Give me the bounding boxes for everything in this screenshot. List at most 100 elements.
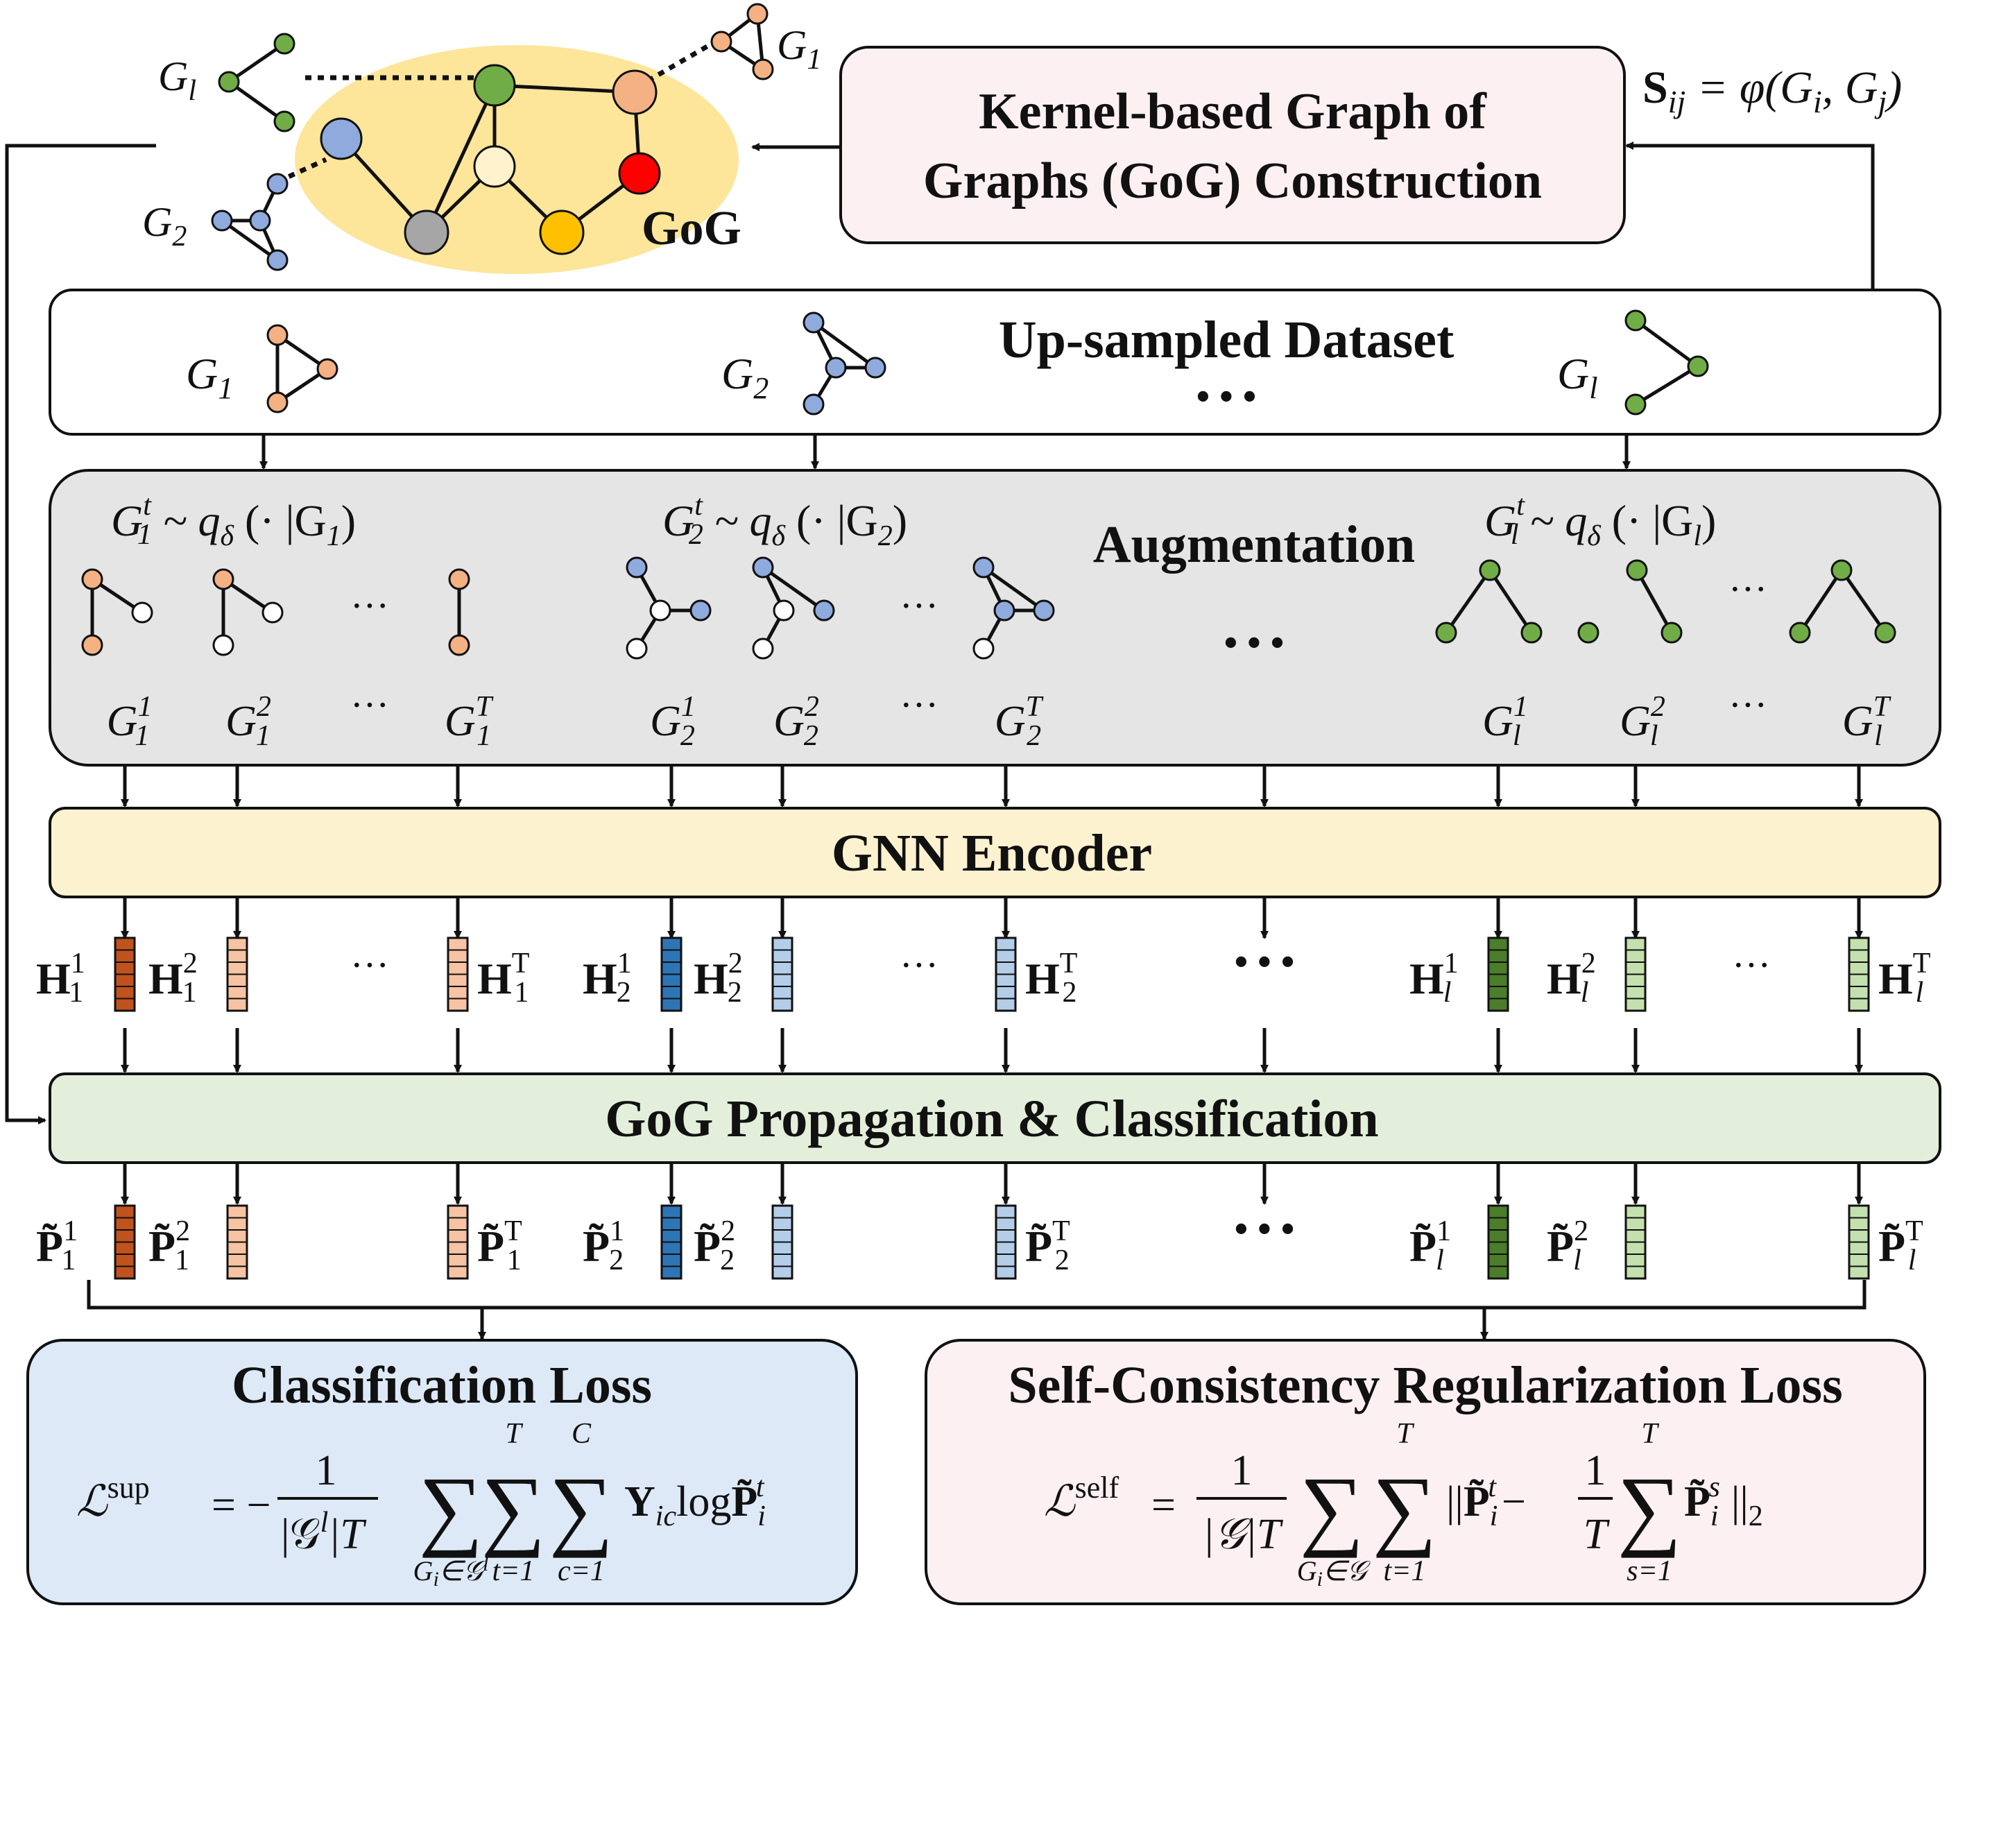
embedding-label-5: H2 2: [694, 948, 743, 1009]
aug-graph-1: [81, 568, 153, 656]
embedding-label-7: H1 l: [1409, 948, 1459, 1009]
dataset-box: Up-sampled Dataset • • • G1 G2 Gl: [49, 289, 1941, 436]
prediction-vector-5: [771, 1204, 793, 1280]
embeddings-dots-g2: ···: [900, 944, 938, 987]
dataset-graph-g2: [803, 311, 886, 416]
prediction-vector-3: [447, 1204, 469, 1280]
aug-formula-2: Gt 2 ~ qδ (· |G2): [662, 490, 907, 552]
gog-input-graph-g2: G2: [142, 173, 289, 271]
embedding-label-2: H2 1: [148, 948, 198, 1009]
svg-text:= −: = −: [212, 1482, 271, 1529]
svg-text:|𝒢|T: |𝒢|T: [1203, 1511, 1284, 1558]
embedding-4: H1 2: [583, 936, 683, 1012]
prediction-vector-2: [226, 1204, 248, 1280]
prediction-label-1: P̃1 1: [36, 1215, 77, 1276]
aug-dots-g2-top: ···: [900, 585, 938, 628]
prediction-label-9: P̃T l: [1878, 1215, 1923, 1276]
embedding-2: H2 1: [148, 936, 248, 1012]
dataset-ellipsis: • • •: [1196, 375, 1257, 418]
dataset-graph-label-g2: G2: [721, 349, 769, 405]
gog-node-blue: [320, 117, 363, 160]
prediction-vector-1: [114, 1204, 136, 1280]
dataset-graph-g1: [266, 324, 338, 413]
prediction-7: P̃1 l: [1409, 1204, 1509, 1280]
prediction-vector-4: [660, 1204, 683, 1280]
embeddings-dots-g1: ···: [350, 944, 389, 987]
embedding-vector-1: [114, 936, 136, 1012]
svg-text:T: T: [505, 1418, 523, 1450]
prediction-label-8: P̃2 l: [1547, 1215, 1588, 1276]
aug-view-label-7: G1 l: [1482, 691, 1528, 752]
svg-text:Gl: Gl: [158, 53, 196, 107]
aug-graph-2: [212, 568, 284, 656]
aug-dots-gl-top: ···: [1728, 568, 1767, 611]
prediction-2: P̃2 1: [148, 1204, 248, 1280]
dataset-graph-gl: [1624, 309, 1709, 416]
embedding-label-3: HT 1: [477, 948, 529, 1009]
self-consistency-loss-box: Self-Consistency Regularization Loss ℒse…: [925, 1339, 1926, 1605]
prediction-9: P̃T l: [1848, 1204, 1923, 1280]
gog-node-amber: [539, 209, 585, 255]
prediction-vector-9: [1848, 1204, 1870, 1280]
augmentation-box: Augmentation • • • Gt 1 ~ qδ (· |G1) Gt 2 ~…: [49, 469, 1941, 767]
svg-text:||P̃it−: ||P̃it −: [1446, 1471, 1526, 1532]
embeddings-dots-gl: ···: [1732, 944, 1771, 987]
aug-view-label-8: G2 l: [1620, 691, 1665, 752]
prediction-8: P̃2 l: [1547, 1204, 1647, 1280]
predictions-ellipsis: • • •: [1235, 1208, 1295, 1251]
gnn-encoder-title: GNN Encoder: [832, 824, 1152, 882]
augmentation-ellipsis: • • •: [1224, 622, 1285, 665]
embedding-7: H1 l: [1409, 936, 1509, 1012]
aug-graph-6: [972, 556, 1055, 660]
dataset-title: Up-sampled Dataset: [999, 311, 1454, 369]
gog-input-graph-gl: Gl: [158, 33, 295, 132]
aug-dots-g1-top: ···: [350, 585, 389, 628]
svg-text:T: T: [1641, 1418, 1659, 1450]
gog-node-cream: [473, 145, 516, 188]
aug-graph-9: [1626, 559, 1683, 644]
svg-text:1: 1: [1585, 1447, 1606, 1494]
svg-text:∑: ∑: [419, 1459, 483, 1559]
prediction-vector-6: [995, 1204, 1017, 1280]
prediction-label-2: P̃2 1: [148, 1215, 190, 1276]
embedding-9: HT l: [1848, 936, 1930, 1012]
svg-text:t=1: t=1: [492, 1555, 534, 1587]
aug-view-label-4: G1 2: [650, 691, 696, 752]
svg-text:1: 1: [1231, 1447, 1253, 1494]
top-connectors: [5, 142, 1875, 1124]
self-consistency-loss-title: Self-Consistency Regularization Loss: [1008, 1356, 1842, 1414]
gog-input-graph-g1: G1: [710, 3, 821, 80]
classification-loss-box: Classification Loss ℒsup = − 1 |𝒢l|T ∑ G…: [26, 1339, 858, 1605]
embedding-label-8: H2 l: [1547, 948, 1596, 1009]
svg-text:Gi∈𝒢l: Gi∈𝒢l: [413, 1552, 489, 1591]
svg-text:T: T: [1396, 1418, 1414, 1450]
svg-text:G1: G1: [777, 22, 821, 76]
encoder-to-embedding-arrows: [121, 897, 1863, 939]
augmentation-title: Augmentation: [1093, 515, 1415, 574]
svg-text:G2: G2: [142, 199, 187, 253]
self-consistency-loss-formula: ℒself = 1 |𝒢|T ∑ Gi∈𝒢 T ∑ t=1 ||P̃it − 1 …: [1044, 1418, 1763, 1591]
similarity-formula: Sij = φ(Gi, Gj): [1642, 62, 1902, 119]
aug-formula-3: Gt l ~ qδ (· |Gl): [1484, 490, 1716, 552]
aug-view-label-9: GT l: [1842, 691, 1891, 752]
svg-text:|𝒢l|T: |𝒢l|T: [281, 1507, 367, 1558]
svg-text:∑: ∑: [1300, 1459, 1364, 1559]
aug-graph-10: [1789, 559, 1896, 644]
svg-text:C: C: [572, 1418, 592, 1450]
svg-text:s=1: s=1: [1627, 1555, 1672, 1587]
gog-node-orange: [612, 69, 658, 115]
svg-text:∑: ∑: [1373, 1459, 1437, 1559]
prediction-4: P̃1 2: [583, 1204, 683, 1280]
embedding-vector-7: [1487, 936, 1509, 1012]
prediction-vector-7: [1487, 1204, 1509, 1280]
prediction-label-5: P̃2 2: [694, 1215, 735, 1276]
svg-text:ℒself: ℒself: [1044, 1471, 1119, 1526]
augment-to-encoder-arrows: [121, 765, 1863, 807]
embedding-vector-9: [1848, 936, 1870, 1012]
embedding-label-1: H1 1: [36, 948, 84, 1009]
aug-dots-g2-bottom: ···: [900, 684, 938, 727]
prediction-label-6: P̃T 2: [1025, 1215, 1070, 1276]
svg-text:ℒsup: ℒsup: [76, 1471, 150, 1526]
embeddings-row: H1 1 H2 1 HT 1 H1 2 H2 2 HT 2 H1 l H2 l HT l: [36, 936, 1930, 1012]
embedding-vector-3: [447, 936, 469, 1012]
